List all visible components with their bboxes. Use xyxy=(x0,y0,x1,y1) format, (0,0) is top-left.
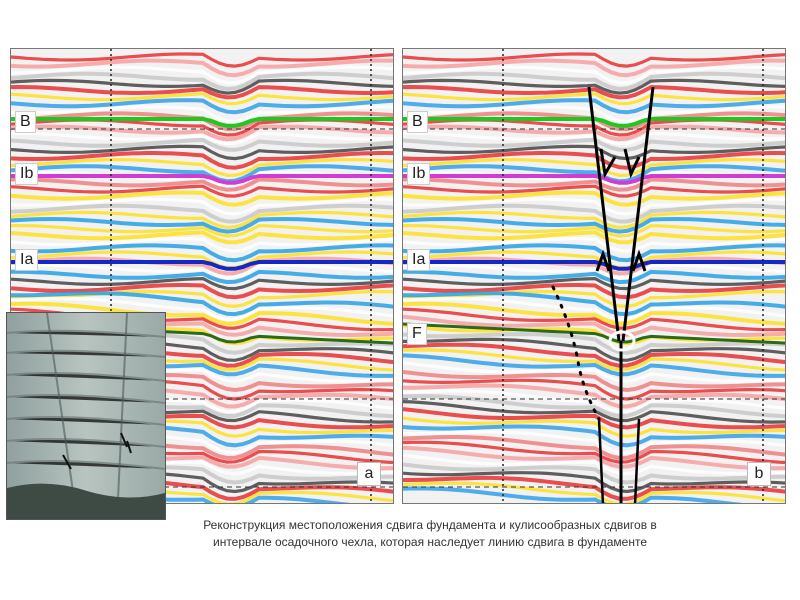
horizon-label-Ia: Ia xyxy=(407,249,431,271)
fault-circle-icon xyxy=(608,330,636,352)
fault-line-right-upper xyxy=(621,86,655,342)
fault-arrow-down-icon xyxy=(599,148,641,179)
fault-overlay xyxy=(551,86,655,503)
fault-line-left-upper xyxy=(587,86,621,342)
outcrop-photo-image xyxy=(7,313,165,519)
fault-line-lower-left xyxy=(597,418,605,503)
horizon-label-Ib: Ib xyxy=(15,163,39,185)
outcrop-photo xyxy=(6,312,166,520)
panel-label-b: b xyxy=(747,462,771,486)
fault-arrow-up-icon xyxy=(595,249,647,272)
horizon-Ib xyxy=(11,174,393,185)
fault-line-lower-right xyxy=(633,418,641,503)
horizon-label-Ia: Ia xyxy=(15,249,39,271)
horizon-F xyxy=(403,322,785,345)
horizon-Ia xyxy=(11,260,393,271)
panel-label-a: a xyxy=(357,462,381,486)
horizon-label-Ib: Ib xyxy=(407,163,431,185)
horizon-Ib xyxy=(403,174,785,185)
horizon-Ia xyxy=(403,260,785,271)
seismic-panel-b: B Ib Ia F b xyxy=(402,48,786,504)
horizon-label-F: F xyxy=(407,323,427,345)
horizon-label-B: B xyxy=(407,111,428,133)
horizon-B xyxy=(11,117,393,128)
horizon-B xyxy=(403,117,785,128)
caption-line-2: интервале осадочного чехла, которая насл… xyxy=(212,535,647,549)
dotted-fault-trace xyxy=(551,285,601,421)
caption-line-1: Реконструкция местоположения сдвига фунд… xyxy=(203,518,657,532)
horizon-label-B: B xyxy=(15,111,36,133)
